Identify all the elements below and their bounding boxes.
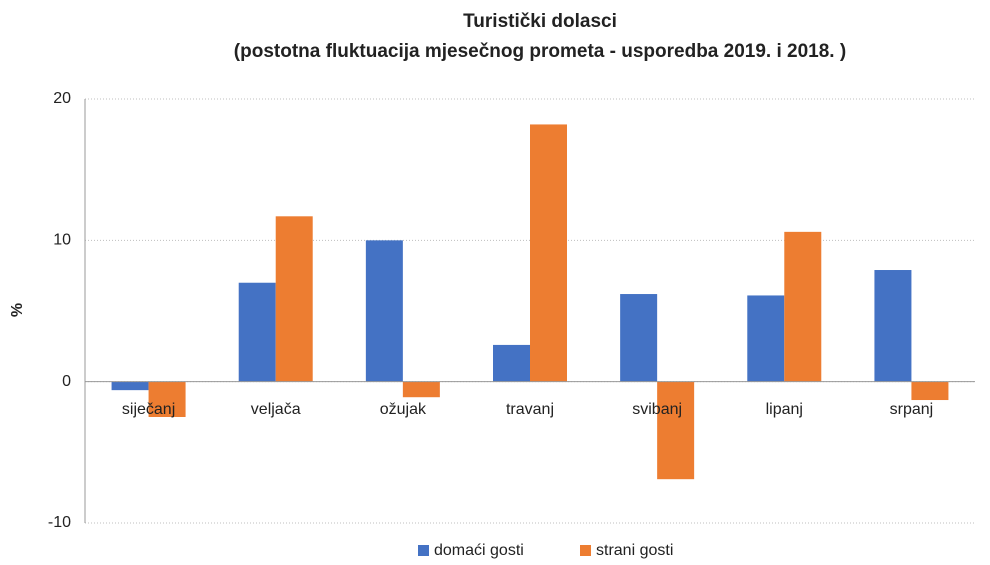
x-tick-label: lipanj: [766, 401, 803, 418]
y-tick-label: 0: [62, 373, 71, 390]
bar: [275, 216, 313, 382]
legend-swatch: [418, 545, 429, 556]
bar: [238, 282, 276, 382]
x-tick-label: travanj: [506, 401, 554, 418]
bar: [402, 381, 440, 398]
x-tick-label: srpanj: [890, 401, 934, 418]
legend-swatch: [580, 545, 591, 556]
bar: [874, 270, 912, 382]
bar: [657, 381, 695, 480]
bar: [148, 381, 186, 417]
bar: [747, 295, 785, 382]
bar: [911, 381, 949, 401]
x-tick-label: siječanj: [122, 401, 175, 418]
x-tick-label: svibanj: [632, 401, 682, 418]
x-tick-label: ožujak: [380, 401, 427, 418]
legend-label: domaći gosti: [434, 542, 524, 559]
y-tick-label: 10: [53, 232, 71, 249]
bar: [493, 344, 530, 382]
y-axis-label: %: [9, 303, 26, 317]
y-tick-label: -10: [48, 514, 71, 531]
bar: [784, 231, 822, 382]
bar: [365, 240, 403, 382]
legend-label: strani gosti: [596, 542, 673, 559]
y-tick-label: 20: [53, 90, 71, 107]
bar: [111, 381, 149, 391]
x-tick-label: veljača: [251, 401, 301, 418]
chart-subtitle: (postotna fluktuacija mjesečnog prometa …: [234, 41, 846, 62]
chart-title: Turistički dolasci: [463, 11, 617, 32]
bar: [530, 124, 567, 382]
bar: [620, 294, 658, 382]
